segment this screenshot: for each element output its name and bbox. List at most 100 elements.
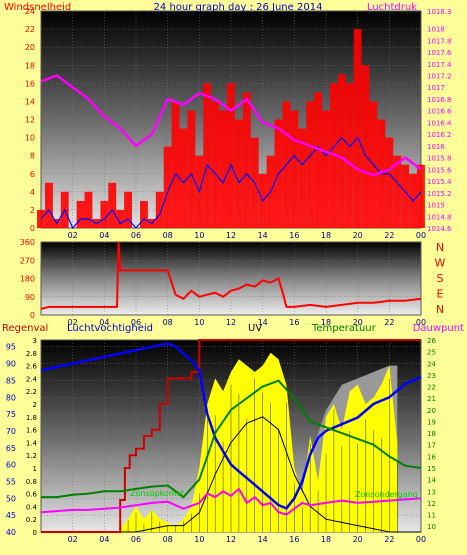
temperature-tick-label: 10 [427,523,436,531]
uv-tick-label: 0.8 [26,478,37,486]
humidity-label: Luchtvochtigheid [67,323,153,334]
x-tick-label: 04 [99,231,109,240]
uv-tick-label: 0.4 [26,503,38,511]
humidity-axis-ticks: 95 90 85 80 75 70 65 60 55 50 45 40 [6,343,16,537]
direction-gridlines [41,242,422,315]
x-tick-label: 22 [384,318,394,327]
humidity-tick-label: 95 [6,343,16,352]
humidity-tick-label: 70 [6,427,16,436]
wind-gust-bar [219,110,227,228]
wind-series [37,29,425,230]
wind-gust-bar [345,83,354,228]
temperature-tick-label: 18 [427,430,436,438]
wind-gust-bar [124,191,132,228]
wind-speed-tick-label: 16 [25,79,35,88]
pressure-tick-label: 1014.8 [427,213,452,221]
wind-time-axis-ticks: 02 04 06 08 10 12 14 16 18 20 22 00 [68,231,427,240]
wind-speed-tick-label: 12 [25,116,35,125]
wind-gust-bar [203,83,212,228]
wind-gust-bar [84,191,93,228]
pressure-tick-label: 1017.4 [427,61,452,69]
pressure-tick-label: 1018.3 [427,8,452,16]
x-tick-label: 10 [194,231,204,240]
wind-gust-bar [337,74,346,228]
x-tick-label: 12 [226,231,236,240]
pressure-tick-label: 1015 [427,202,445,210]
uv-tick-label: 1.8 [26,414,37,422]
humidity-tick-label: 60 [6,461,16,470]
wind-speed-tick-label: 20 [25,43,35,52]
solar-radiation-area [120,352,398,532]
temperature-tick-label: 26 [427,337,436,345]
pressure-tick-label: 1016 [427,143,445,151]
uv-tick-label: 1 [33,465,37,473]
temperature-axis-ticks: 26 25 24 23 22 21 20 19 18 17 16 15 14 13 12 11 10 [427,337,436,531]
wind-gust-bar [179,128,188,228]
wind-speed-tick-label: 0 [30,224,35,233]
humidity-tick-label: 50 [6,494,16,503]
temperature-tick-label: 13 [427,488,436,496]
wind-gust-bar [353,29,362,228]
sunrise-label: Zonsopkomst [130,489,184,498]
temperature-tick-label: 24 [427,360,436,368]
x-tick-label: 06 [131,318,141,327]
x-tick-label: 10 [194,535,204,544]
x-tick-label: 16 [289,231,299,240]
temperature-tick-label: 23 [427,372,436,380]
wind-gust-bar [163,146,172,228]
temperature-tick-label: 15 [427,465,436,473]
wind-speed-tick-label: 10 [25,134,35,143]
wind-gust-bar [361,65,370,229]
temperature-tick-label: 20 [427,407,436,415]
uv-tick-label: 2.8 [26,350,37,358]
pressure-tick-label: 1015.4 [427,178,452,186]
humidity-tick-label: 80 [6,393,16,402]
wind-gust-bar [211,101,220,228]
uv-axis-ticks: 3 2.8 2.6 2.4 2.2 2 1.8 1.6 1.4 1.2 1 0.8 0.6 0.4 0.2 0 [26,337,38,537]
pressure-tick-label: 1016.6 [427,108,452,116]
wind-direction-line [40,241,422,310]
x-tick-label: 08 [163,535,173,544]
rain-line [41,339,421,533]
x-tick-label: 02 [68,535,78,544]
uv-tick-label: 2.6 [26,363,38,371]
wind-gust-bar [116,209,125,228]
pressure-tick-label: 1017.8 [427,37,452,45]
pressure-tick-label: 1017.2 [427,73,452,81]
humidity-tick-label: 55 [6,477,16,486]
wind-speed-tick-label: 14 [25,97,35,106]
direction-time-axis-ticks: 02 04 06 08 10 12 14 16 18 20 22 00 [68,318,427,327]
dewpoint-label: Dauwpunt [413,323,464,334]
x-tick-label: 10 [194,318,204,327]
wind-gust-bar [242,92,251,229]
pressure-tick-label: 1016.4 [427,119,452,127]
x-tick-label: 20 [353,535,363,544]
uv-tick-label: 2.2 [26,388,37,396]
uv-label: UV [248,323,262,334]
temperature-tick-label: 21 [427,395,436,403]
humidity-tick-label: 40 [6,528,16,537]
x-tick-label: 06 [131,535,141,544]
pressure-tick-label: 1015.8 [427,155,452,163]
uv-tick-label: 3 [33,337,37,345]
uv-line [120,416,421,533]
wind-gust-bar [171,101,180,228]
x-tick-label: 18 [321,535,331,544]
humidity-tick-label: 75 [6,410,16,419]
x-tick-label: 00 [416,231,426,240]
wind-average-line [40,136,422,230]
wind-gust-bar [393,155,402,228]
wind-gust-bar [385,137,394,228]
compass-label: N [436,303,444,316]
uv-tick-label: 2.4 [26,375,38,383]
x-tick-label: 22 [384,535,394,544]
humidity-tick-label: 45 [6,511,16,520]
wind-left-label: Windsnelheid [4,2,71,13]
pressure-tick-label: 1015.6 [427,166,452,174]
wind-speed-tick-label: 8 [30,152,35,161]
temperature-tick-label: 14 [427,477,436,485]
x-tick-label: 08 [163,318,173,327]
humidity-tick-label: 85 [6,376,16,385]
pressure-tick-label: 1014.6 [427,225,452,233]
